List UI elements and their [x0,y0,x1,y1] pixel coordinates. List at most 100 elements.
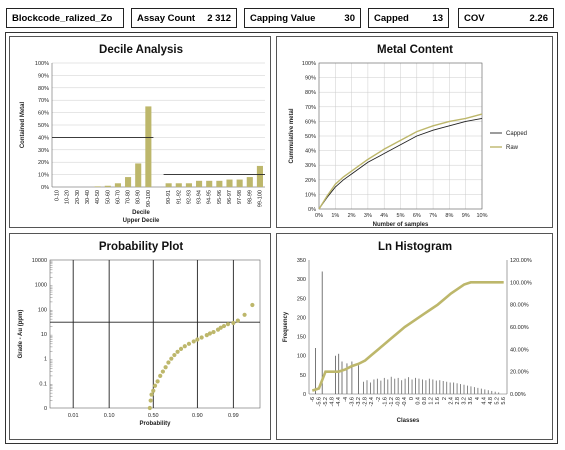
x-tick-label: 30-40 [85,190,91,204]
x-axis-label: Classes [397,418,420,424]
x-axis-label: Decile [132,210,150,216]
x-tick-label: 0.01 [68,413,79,419]
x-tick-label: 96-97 [227,190,233,204]
y-tick-label: 350 [297,258,306,264]
bar [114,183,121,187]
x-tick-label: 1.2 [429,397,435,405]
x-tick-label: 94-95 [207,190,213,204]
x-tick-label: 0% [315,213,323,219]
y-tick-label: 90% [38,73,49,79]
x-tick-label: -4.8 [330,397,336,406]
cov-label: COV [464,12,485,24]
bar [104,185,111,187]
data-point [149,392,154,397]
x-tick-label: -2.4 [369,397,375,406]
decile-analysis-chart: Decile Analysis 0% 10% 20% 30% 40% 50% 60% 70% 80… [20,44,265,224]
x-tick-label: 0.8 [422,397,428,405]
x-tick-label: 6% [413,213,421,219]
cumulative-line [311,281,504,392]
x-tick-label: 0.99 [228,413,239,419]
data-point [221,323,227,329]
x-tick-label: -2.8 [363,397,369,406]
x-tick-label: -3.6 [349,397,355,406]
capped-label: Capped [374,12,409,24]
x-tick-label: 90-91 [166,190,172,204]
bar [206,180,213,187]
y-tick-label: 250 [297,296,306,302]
cov-value: 2.26 [529,12,549,24]
x-tick-label: 91-92 [176,190,182,204]
blockcode-label: Blockcode_ralized_Zo [12,12,113,24]
bar [135,163,142,187]
decile-analysis-panel: Decile Analysis 0% 10% 20% 30% 40% 50% 60% 70% 80… [9,36,271,228]
x-tick-label: -2 [376,397,382,402]
series-line [318,118,483,210]
y-tick-label: 100 [297,354,306,360]
data-point [178,346,184,351]
y-tick-label: 80% [38,86,49,92]
y-tick-label: 100% [35,61,49,67]
x-tick-label: -0.4 [402,397,408,406]
data-point [152,383,158,388]
bar [165,183,172,187]
x-tick-label: 92-93 [186,190,192,204]
bar [216,180,223,187]
probability-plot-panel: Probability Plot 0 0.1 1 10 100 1000 10000 0.01 0… [9,233,271,440]
x-tick-label: 5.6 [501,397,507,405]
x-tick-label: 97-98 [237,190,243,204]
x-tick-label: 4.4 [481,397,487,405]
metal-content-chart: Metal Content 0% 10% 20% 30% 40% 50% 60% 70% 80% 9… [289,44,527,228]
y-tick-label: 1 [44,357,47,363]
data-point [169,356,174,361]
x-tick-label: 93-94 [197,190,203,204]
chart-title: Decile Analysis [99,44,183,56]
y-axis-label: Frequency [283,311,289,342]
data-point [148,398,153,403]
y-axis-label: Contained Metal [20,102,26,149]
metal-content-panel: Metal Content 0% 10% 20% 30% 40% 50% 60% 70% 80% 9… [276,36,553,228]
bar [175,183,182,187]
y-tick-label: 10% [305,192,316,198]
y-tick-label: 60% [305,119,316,125]
x-tick-label: 4% [380,213,388,219]
x-tick-label: -4 [343,397,349,402]
x-tick-label: 3.6 [468,397,474,405]
y-tick-label: 100% [302,61,316,67]
x-tick-label: 3.2 [462,397,468,405]
data-point [199,335,204,340]
x-tick-label: 0-10 [55,190,61,201]
data-point [191,339,196,344]
x-tick-label: 5% [397,213,405,219]
y2-tick-label: 20.00% [510,370,529,376]
data-point [182,344,187,349]
x-tick-label: 0 [409,397,415,400]
x-tick-label: 50-60 [105,190,111,204]
y-tick-label: 60% [38,111,49,117]
bar [125,177,132,187]
y-tick-label: 70% [38,98,49,104]
y-tick-label: 0 [303,392,306,398]
x-tick-label: 1.6 [435,397,441,405]
y-tick-label: 10% [38,173,49,179]
data-point [158,373,163,379]
x-tick-label: 0.4 [415,397,421,405]
x-tick-label: 40-50 [95,190,101,204]
data-point [195,337,200,342]
ln-histogram-panel: Ln Histogram 0 50 100 150 200 250 300 350 0.00% 20… [276,233,553,440]
data-point [218,325,223,330]
y-tick-label: 30% [305,163,316,169]
y-tick-label: 10000 [32,258,47,264]
data-point [207,331,213,336]
legend-label: Raw [506,145,519,151]
ln-histogram-chart: Ln Histogram0501001502002503003500.00%20… [283,241,532,424]
y2-tick-label: 100.00% [510,280,532,286]
data-point [163,365,168,370]
x-tick-label: 2.4 [448,397,454,405]
y-tick-label: 40% [38,135,49,141]
x-axis-label: Probability [139,421,171,427]
plot-area [318,62,483,210]
y-tick-label: 80% [305,90,316,96]
y2-tick-label: 40.00% [510,347,529,353]
data-point [211,329,216,335]
x-tick-label: 10-20 [65,190,71,204]
